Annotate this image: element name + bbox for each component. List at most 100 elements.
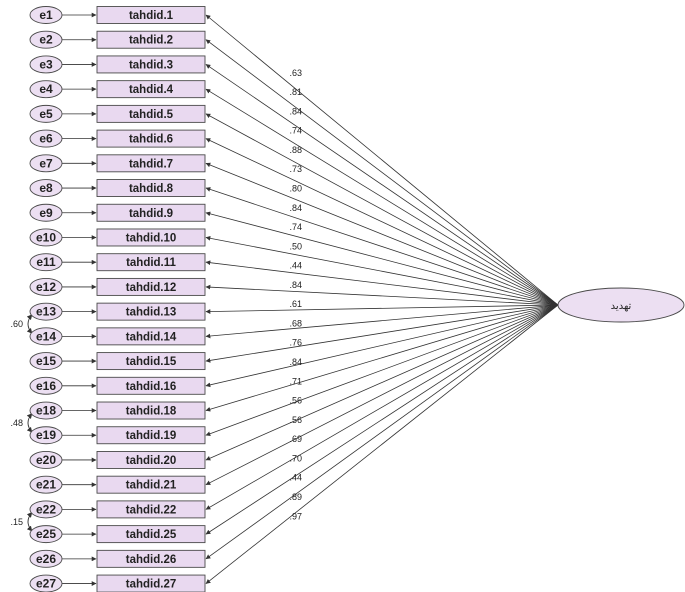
- error-label-e2: e2: [39, 33, 53, 47]
- indicator-box-tahdid-11[interactable]: [96, 253, 206, 272]
- error-label-e22: e22: [36, 502, 56, 516]
- loading-arrow-tahdid-26: [205, 304, 559, 560]
- error-ellipse-e25[interactable]: [29, 525, 63, 544]
- error-ellipse-e22[interactable]: [29, 500, 63, 519]
- loading-arrow-tahdid-6: [205, 138, 559, 306]
- loading-arrow-tahdid-2: [205, 39, 559, 306]
- error-ellipse-e12[interactable]: [29, 277, 63, 296]
- error-ellipse-e5[interactable]: [29, 104, 63, 123]
- indicator-box-tahdid-1[interactable]: [96, 6, 206, 24]
- loading-arrow-tahdid-14: [205, 304, 559, 339]
- indicator-box-tahdid-14[interactable]: [96, 327, 206, 346]
- loading-arrow-tahdid-4: [205, 88, 559, 306]
- indicator-box-tahdid-15[interactable]: [96, 352, 206, 371]
- indicator-box-tahdid-13[interactable]: [96, 302, 206, 321]
- error-ellipse-e4[interactable]: [29, 80, 63, 99]
- latent-factor: تهدید: [557, 287, 685, 323]
- indicator-box-tahdid-18[interactable]: [96, 401, 206, 420]
- loading-arrow-tahdid-21: [205, 304, 559, 486]
- error-ellipse-e26[interactable]: [29, 549, 63, 568]
- indicator-label-tahdid-13: tahdid.13: [126, 307, 176, 319]
- loading-value-tahdid-13: .61: [289, 299, 302, 309]
- error-label-e21: e21: [36, 478, 56, 492]
- loading-value-tahdid-1: .63: [289, 68, 302, 78]
- indicator-box-tahdid-25[interactable]: [96, 525, 206, 544]
- error-ellipse-e7[interactable]: [29, 154, 63, 173]
- indicator-box-tahdid-9[interactable]: [96, 203, 206, 222]
- indicator-box-tahdid-2[interactable]: [96, 30, 206, 49]
- error-label-e7: e7: [39, 156, 53, 170]
- error-label-e15: e15: [36, 354, 56, 368]
- loading-value-tahdid-25: .44: [289, 473, 302, 483]
- error-ellipse-e8[interactable]: [29, 179, 63, 197]
- indicator-box-tahdid-16[interactable]: [96, 376, 206, 395]
- error-label-e4: e4: [39, 82, 53, 96]
- loading-arrow-tahdid-20: [205, 304, 559, 461]
- error-label-e19: e19: [36, 428, 56, 442]
- error-ellipse-e3[interactable]: [29, 55, 63, 74]
- loading-value-tahdid-22: .70: [289, 453, 302, 463]
- covariance-curve-e18-e19: [26, 413, 33, 433]
- error-ellipse-e10[interactable]: [29, 228, 63, 247]
- indicator-box-tahdid-4[interactable]: [96, 80, 206, 99]
- error-ellipse-e20[interactable]: [29, 451, 63, 469]
- indicator-box-tahdid-10[interactable]: [96, 228, 206, 247]
- indicator-box-tahdid-20[interactable]: [96, 451, 206, 469]
- error-ellipse-e6[interactable]: [29, 129, 63, 148]
- indicator-box-tahdid-7[interactable]: [96, 154, 206, 173]
- loading-arrow-tahdid-9: [205, 211, 559, 306]
- covariance-value-e13-e14: .60: [10, 319, 23, 329]
- indicator-box-tahdid-19[interactable]: [96, 426, 206, 445]
- indicator-box-tahdid-6[interactable]: [96, 129, 206, 148]
- error-label-e25: e25: [36, 527, 56, 541]
- indicator-box-tahdid-12[interactable]: [96, 277, 206, 296]
- indicator-box-tahdid-21[interactable]: [96, 475, 206, 494]
- indicator-label-tahdid-20: tahdid.20: [126, 455, 176, 467]
- indicator-box-tahdid-26[interactable]: [96, 549, 206, 568]
- loading-arrow-tahdid-13: [205, 304, 559, 314]
- loading-value-tahdid-12: .84: [289, 280, 302, 290]
- indicator-box-tahdid-22[interactable]: [96, 500, 206, 519]
- error-label-e6: e6: [39, 132, 53, 146]
- latent-ellipse[interactable]: [557, 287, 685, 323]
- nodes-layer: e1 tahdid.1 e2 tahdid.2 e3 tahdid.3 e4 tahdid.4…: [29, 6, 206, 592]
- error-ellipse-e19[interactable]: [29, 426, 63, 445]
- error-label-e14: e14: [36, 329, 56, 343]
- indicator-label-tahdid-19: tahdid.19: [126, 430, 176, 442]
- error-ellipse-e15[interactable]: [29, 352, 63, 371]
- error-label-e10: e10: [36, 230, 56, 244]
- error-label-e18: e18: [36, 404, 56, 418]
- loading-value-tahdid-18: .71: [289, 376, 302, 386]
- error-ellipse-e2[interactable]: [29, 30, 63, 49]
- error-ellipse-e1[interactable]: [29, 6, 63, 24]
- loading-value-tahdid-21: .69: [289, 434, 302, 444]
- indicator-label-tahdid-16: tahdid.16: [126, 381, 176, 393]
- loading-value-tahdid-5: .88: [289, 145, 302, 155]
- error-ellipse-e14[interactable]: [29, 327, 63, 346]
- indicator-label-tahdid-26: tahdid.26: [126, 554, 176, 566]
- indicator-label-tahdid-1: tahdid.1: [129, 10, 174, 22]
- error-label-e12: e12: [36, 280, 56, 294]
- indicator-box-tahdid-3[interactable]: [96, 55, 206, 74]
- indicator-label-tahdid-6: tahdid.6: [129, 134, 173, 146]
- loading-arrow-tahdid-11: [205, 260, 559, 306]
- covariance-value-e22-e25: .15: [10, 517, 23, 527]
- error-ellipse-e11[interactable]: [29, 253, 63, 272]
- error-ellipse-e18[interactable]: [29, 401, 63, 420]
- indicator-box-tahdid-8[interactable]: [96, 179, 206, 197]
- loading-value-tahdid-19: .56: [289, 396, 302, 406]
- error-label-e8: e8: [39, 181, 53, 195]
- error-label-e20: e20: [36, 453, 56, 467]
- indicator-label-tahdid-5: tahdid.5: [129, 109, 174, 121]
- error-ellipse-e27[interactable]: [29, 574, 63, 592]
- error-ellipse-e16[interactable]: [29, 376, 63, 395]
- error-ellipse-e13[interactable]: [29, 302, 63, 321]
- indicator-box-tahdid-27[interactable]: [96, 574, 206, 592]
- error-label-e5: e5: [39, 107, 53, 121]
- loading-arrow-tahdid-5: [205, 113, 559, 306]
- error-ellipse-e21[interactable]: [29, 475, 63, 494]
- indicator-box-tahdid-5[interactable]: [96, 104, 206, 123]
- error-label-e13: e13: [36, 305, 56, 319]
- error-ellipse-e9[interactable]: [29, 203, 63, 222]
- loading-arrow-tahdid-10: [205, 235, 559, 306]
